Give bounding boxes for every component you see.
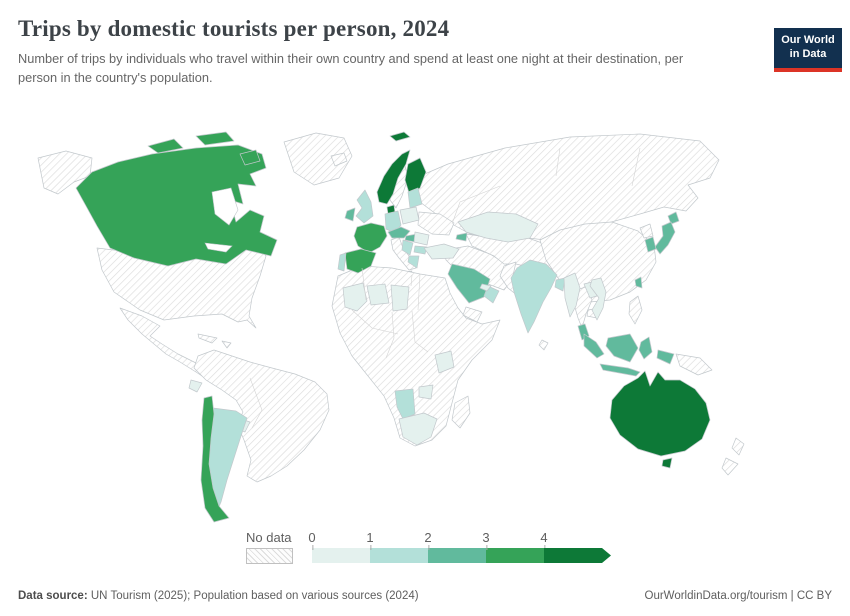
country-turkey[interactable]	[423, 243, 460, 260]
legend-tick-4: 4	[540, 530, 548, 550]
credit-link[interactable]: OurWorldinData.org/tourism | CC BY	[644, 590, 832, 602]
owid-logo-line1: Our World	[781, 34, 835, 47]
country-laos[interactable]	[583, 281, 598, 299]
no-data-swatch[interactable]	[246, 548, 293, 564]
world-map-container	[0, 128, 850, 528]
country-france[interactable]	[353, 222, 388, 254]
country-hispaniola[interactable]	[221, 340, 232, 349]
country-new-zealand-north[interactable]	[731, 437, 745, 456]
country-ireland[interactable]	[344, 207, 356, 222]
page-subtitle: Number of trips by individuals who trave…	[18, 51, 684, 86]
country-india[interactable]	[510, 259, 558, 334]
country-sumatra[interactable]	[583, 333, 605, 359]
country-ukraine[interactable]	[417, 211, 455, 236]
country-chile[interactable]	[200, 395, 230, 523]
country-philippines[interactable]	[628, 295, 643, 325]
country-canada-island-2[interactable]	[195, 131, 235, 146]
country-niger[interactable]	[366, 283, 390, 306]
country-australia[interactable]	[609, 370, 711, 457]
country-alaska[interactable]	[37, 150, 93, 195]
country-united-kingdom[interactable]	[355, 189, 374, 224]
country-borneo[interactable]	[605, 333, 639, 363]
country-svalbard[interactable]	[389, 131, 411, 142]
legend-ticks: 0 1 2 3 4	[308, 530, 622, 550]
country-canada-island-3[interactable]	[239, 149, 261, 166]
data-source-text: UN Tourism (2025); Population based on v…	[87, 590, 419, 602]
country-norway[interactable]	[376, 149, 411, 205]
country-sri-lanka[interactable]	[538, 339, 549, 351]
country-south-africa[interactable]	[398, 412, 438, 446]
country-austria[interactable]	[387, 226, 411, 239]
country-myanmar[interactable]	[563, 272, 581, 318]
country-iceland[interactable]	[330, 152, 348, 167]
country-greenland[interactable]	[283, 132, 353, 186]
legend-tick-0: 0	[308, 530, 316, 550]
legend-tick-2: 2	[424, 530, 432, 550]
legend-bin-3-4[interactable]	[486, 548, 544, 563]
country-poland[interactable]	[399, 206, 420, 225]
country-greece[interactable]	[407, 255, 420, 269]
legend-tick-1: 1	[366, 530, 374, 550]
country-baltic-states[interactable]	[407, 187, 423, 209]
country-tanzania[interactable]	[434, 350, 455, 374]
country-spain[interactable]	[344, 248, 377, 274]
country-cuba[interactable]	[197, 333, 218, 344]
country-uae[interactable]	[479, 283, 492, 292]
country-balkans[interactable]	[401, 239, 414, 256]
legend-bin-2-3[interactable]	[428, 548, 486, 563]
country-romania[interactable]	[413, 231, 430, 246]
country-papua-new-guinea[interactable]	[675, 353, 713, 376]
country-portugal[interactable]	[337, 252, 347, 272]
country-madagascar[interactable]	[451, 395, 471, 429]
country-canada[interactable]	[75, 144, 278, 267]
country-africa[interactable]	[331, 265, 501, 447]
country-azerbaijan[interactable]	[455, 232, 468, 242]
country-vietnam[interactable]	[589, 277, 607, 321]
country-java[interactable]	[599, 363, 641, 377]
legend-bin-1-2[interactable]	[370, 548, 428, 563]
country-japan-hokkaido[interactable]	[667, 211, 680, 225]
country-taiwan[interactable]	[634, 276, 643, 289]
country-finland[interactable]	[404, 157, 427, 197]
legend-tick-3: 3	[482, 530, 490, 550]
world-map	[37, 131, 745, 523]
country-yemen[interactable]	[462, 306, 483, 323]
country-sulawesi[interactable]	[638, 336, 653, 360]
data-source: Data source: UN Tourism (2025); Populati…	[18, 590, 419, 602]
data-source-label: Data source:	[18, 590, 88, 602]
country-canada-island-1[interactable]	[147, 138, 184, 154]
country-south-america[interactable]	[193, 349, 330, 483]
legend-colorbar	[312, 548, 622, 563]
country-japan[interactable]	[654, 221, 676, 255]
country-new-zealand-south[interactable]	[721, 457, 739, 476]
internal-borders	[249, 147, 641, 429]
owid-logo[interactable]: Our World in Data	[774, 28, 842, 72]
country-bangladesh[interactable]	[554, 277, 566, 292]
legend-colorbar-wrap: 0 1 2 3 4	[308, 530, 622, 563]
country-mali[interactable]	[342, 282, 368, 312]
country-zimbabwe[interactable]	[418, 384, 434, 400]
great-lakes	[204, 242, 233, 253]
country-ecuador[interactable]	[188, 379, 203, 393]
country-saudi-arabia[interactable]	[447, 263, 491, 304]
country-tasmania[interactable]	[661, 457, 673, 469]
no-data-label: No data	[246, 530, 292, 545]
country-south-korea[interactable]	[644, 236, 657, 253]
footer: Data source: UN Tourism (2025); Populati…	[18, 590, 832, 602]
country-west-papua[interactable]	[656, 349, 675, 365]
legend-no-data: No data	[246, 530, 293, 564]
country-north-korea[interactable]	[639, 223, 654, 239]
owid-logo-line2: in Data	[789, 48, 827, 60]
legend-bin-0-1[interactable]	[312, 548, 370, 563]
hudson-bay	[211, 187, 239, 226]
country-chad[interactable]	[390, 284, 410, 312]
page-title: Trips by domestic tourists per person, 2…	[18, 16, 450, 41]
legend-bin-4+[interactable]	[544, 548, 611, 563]
country-kazakhstan[interactable]	[457, 211, 539, 243]
